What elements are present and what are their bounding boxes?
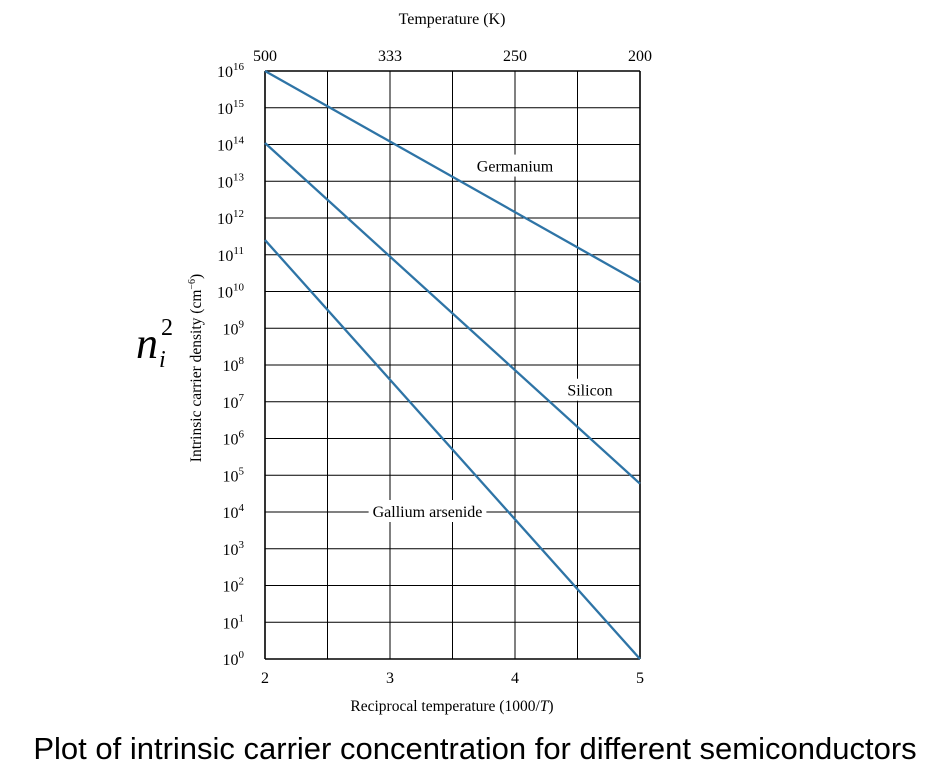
top-tick-label: 333 <box>378 48 402 65</box>
series-line-germanium <box>264 69 641 284</box>
series-label-silicon: Silicon <box>567 383 612 400</box>
x-tick-label: 4 <box>511 670 519 687</box>
y-tick-label: 100 <box>223 649 245 669</box>
ni-symbol: n <box>136 319 158 368</box>
top-tick-label: 250 <box>503 48 527 65</box>
x-tick-label: 2 <box>261 670 269 687</box>
y-tick-label: 103 <box>223 539 245 559</box>
y-tick-label: 102 <box>223 576 245 596</box>
y-tick-label: 1012 <box>217 208 244 228</box>
series-label-germanium: Germanium <box>477 159 554 176</box>
y-tick-label: 101 <box>223 612 245 632</box>
y-tick-label: 1010 <box>217 282 245 302</box>
y-tick-label: 104 <box>223 502 245 522</box>
grid <box>264 70 641 660</box>
y-tick-label: 1014 <box>217 135 245 155</box>
y-tick-label: 109 <box>223 318 245 338</box>
top-tick-labels: 500 333 250 200 <box>253 48 652 65</box>
ni-squared-symbol: n 2 i <box>136 316 173 372</box>
x-tick-labels: 2 3 4 5 <box>261 670 644 687</box>
y-tick-label: 1015 <box>217 98 245 118</box>
y-tick-labels: 100 101 102 103 104 105 106 107 108 109 1010 1011 10… <box>217 61 245 669</box>
ni-superscript: 2 <box>161 315 173 341</box>
top-axis-title: Temperature (K) <box>399 11 506 28</box>
series-label-background <box>368 500 487 522</box>
y-tick-label: 106 <box>223 429 245 449</box>
y-tick-label: 1011 <box>217 245 244 265</box>
top-tick-label: 500 <box>253 48 277 65</box>
y-tick-label: 105 <box>223 465 245 485</box>
y-tick-label: 107 <box>223 392 245 412</box>
ni-subscript: i <box>159 347 166 373</box>
x-axis-label: Reciprocal temperature (1000/T) <box>350 698 553 715</box>
series-line-gallium-arsenide <box>264 239 641 660</box>
x-tick-label: 3 <box>386 670 394 687</box>
y-axis-label: Intrinsic carrier density (cm−6) <box>187 274 205 462</box>
figure-caption: Plot of intrinsic carrier concentration … <box>33 731 917 766</box>
y-tick-label: 108 <box>223 355 245 375</box>
series-label-background <box>563 378 617 401</box>
y-tick-label: 1016 <box>217 61 245 81</box>
series-lines <box>264 69 641 660</box>
series-label-gallium-arsenide: Gallium arsenide <box>373 504 483 521</box>
x-tick-label: 5 <box>636 670 644 687</box>
series-labels: Germanium Silicon Gallium arsenide <box>368 154 617 522</box>
series-label-background <box>472 154 558 177</box>
y-tick-label: 1013 <box>217 171 245 191</box>
chart: Temperature (K) 100 101 102 103 104 105 106 107… <box>187 11 652 715</box>
series-line-silicon <box>264 142 641 485</box>
top-tick-label: 200 <box>628 48 652 65</box>
